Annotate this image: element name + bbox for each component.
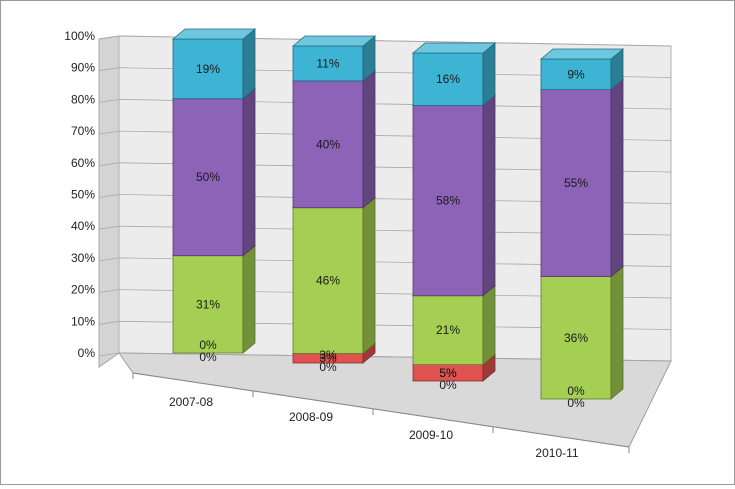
data-label: 36%: [564, 331, 588, 345]
bar-segment-front: [172, 38, 244, 100]
y-tick-label: 90%: [71, 61, 95, 75]
y-axis: 0% 10% 20% 30% 40% 50% 60% 70% 80% 90% 100%: [64, 29, 95, 360]
y-tick-label: 50%: [71, 188, 95, 202]
y-tick-label: 20%: [71, 283, 95, 297]
gridline-side: [98, 67, 120, 72]
data-label: 11%: [316, 56, 339, 70]
gridline-side: [98, 35, 120, 40]
bar-segment-side: [610, 265, 624, 400]
data-label: 58%: [436, 194, 460, 208]
data-label: 5%: [439, 366, 457, 380]
gridline-side: [98, 162, 120, 167]
chart-walls: [98, 35, 672, 448]
bar-segment-front: [292, 80, 364, 209]
gridline-side: [98, 352, 120, 357]
bar-segment-top: [291, 35, 377, 47]
gridline-side: [98, 320, 120, 325]
data-label: 19%: [196, 62, 220, 76]
y-tick-label: 80%: [71, 92, 95, 106]
x-tick-label: 2007-08: [169, 395, 213, 409]
bar-segment-front: [540, 89, 612, 277]
bar-segment-side: [242, 87, 256, 257]
floor-front-edge: [132, 372, 630, 448]
gridline-side: [98, 99, 120, 103]
y-tick-label: 40%: [71, 219, 95, 233]
bar-segment-side: [362, 70, 376, 209]
data-label: 3%: [319, 348, 337, 362]
bar-segment-side: [242, 28, 256, 100]
data-label: 0%: [199, 338, 217, 352]
bar-segment-front: [292, 45, 364, 82]
bar-segment-front: [172, 255, 244, 354]
data-label: 5%: [439, 366, 457, 380]
data-label: 40%: [316, 137, 340, 151]
data-label: 3%: [319, 351, 337, 365]
data-label: 9%: [567, 67, 585, 81]
gridline-side: [98, 130, 120, 135]
data-label-zero: 0%: [439, 378, 457, 392]
bar-segment-side: [610, 78, 624, 278]
x-tick-label: 2008-09: [289, 410, 333, 424]
data-label: 50%: [196, 170, 220, 184]
x-tick-label: 2010-11: [535, 446, 578, 460]
bar-segment-side: [482, 42, 496, 107]
x-axis: 2007-08 2008-09 2009-10 2010-11: [132, 373, 630, 460]
y-tick-label: 10%: [71, 314, 95, 328]
data-label: 21%: [436, 323, 460, 337]
gridline-side: [98, 289, 120, 293]
data-label: 0%: [567, 384, 585, 398]
y-tick-label: 60%: [71, 156, 95, 170]
bars: 31%50%19%0%0% 3%46%40%11%3%0% 5%21%58%16%5…: [171, 28, 625, 410]
bar-segment-top: [539, 48, 625, 60]
data-label-zero: 0%: [319, 360, 337, 374]
gridline-side: [98, 194, 120, 198]
y-tick-label: 0%: [78, 346, 96, 360]
gridline-side: [98, 225, 120, 230]
y-tick-label: 30%: [71, 251, 95, 265]
bar-segment-side: [362, 196, 376, 355]
data-label: 46%: [316, 274, 340, 288]
bar-segment-front: [540, 276, 612, 400]
data-label-zero: 0%: [567, 396, 585, 410]
bar-segment-side: [482, 284, 496, 366]
bar-segment-top: [411, 42, 497, 54]
data-label: 31%: [196, 297, 220, 311]
x-tick-label: 2009-10: [409, 428, 453, 442]
bar-segment-side: [242, 244, 256, 354]
bar-segment-front: [292, 207, 364, 354]
bar-segment-top: [171, 28, 257, 40]
data-label: 55%: [564, 176, 588, 190]
y-tick-label: 70%: [71, 124, 95, 138]
bar-segment-side: [482, 94, 496, 297]
bar-segment-front: [412, 295, 484, 365]
y-tick-label: 100%: [64, 29, 95, 43]
gridline-side: [98, 257, 120, 262]
bar-segment-front: [412, 52, 484, 106]
bar-segment-front: [172, 98, 244, 257]
data-label-zero: 0%: [199, 350, 217, 364]
side-wall: [98, 35, 120, 368]
data-label: 16%: [436, 72, 460, 86]
